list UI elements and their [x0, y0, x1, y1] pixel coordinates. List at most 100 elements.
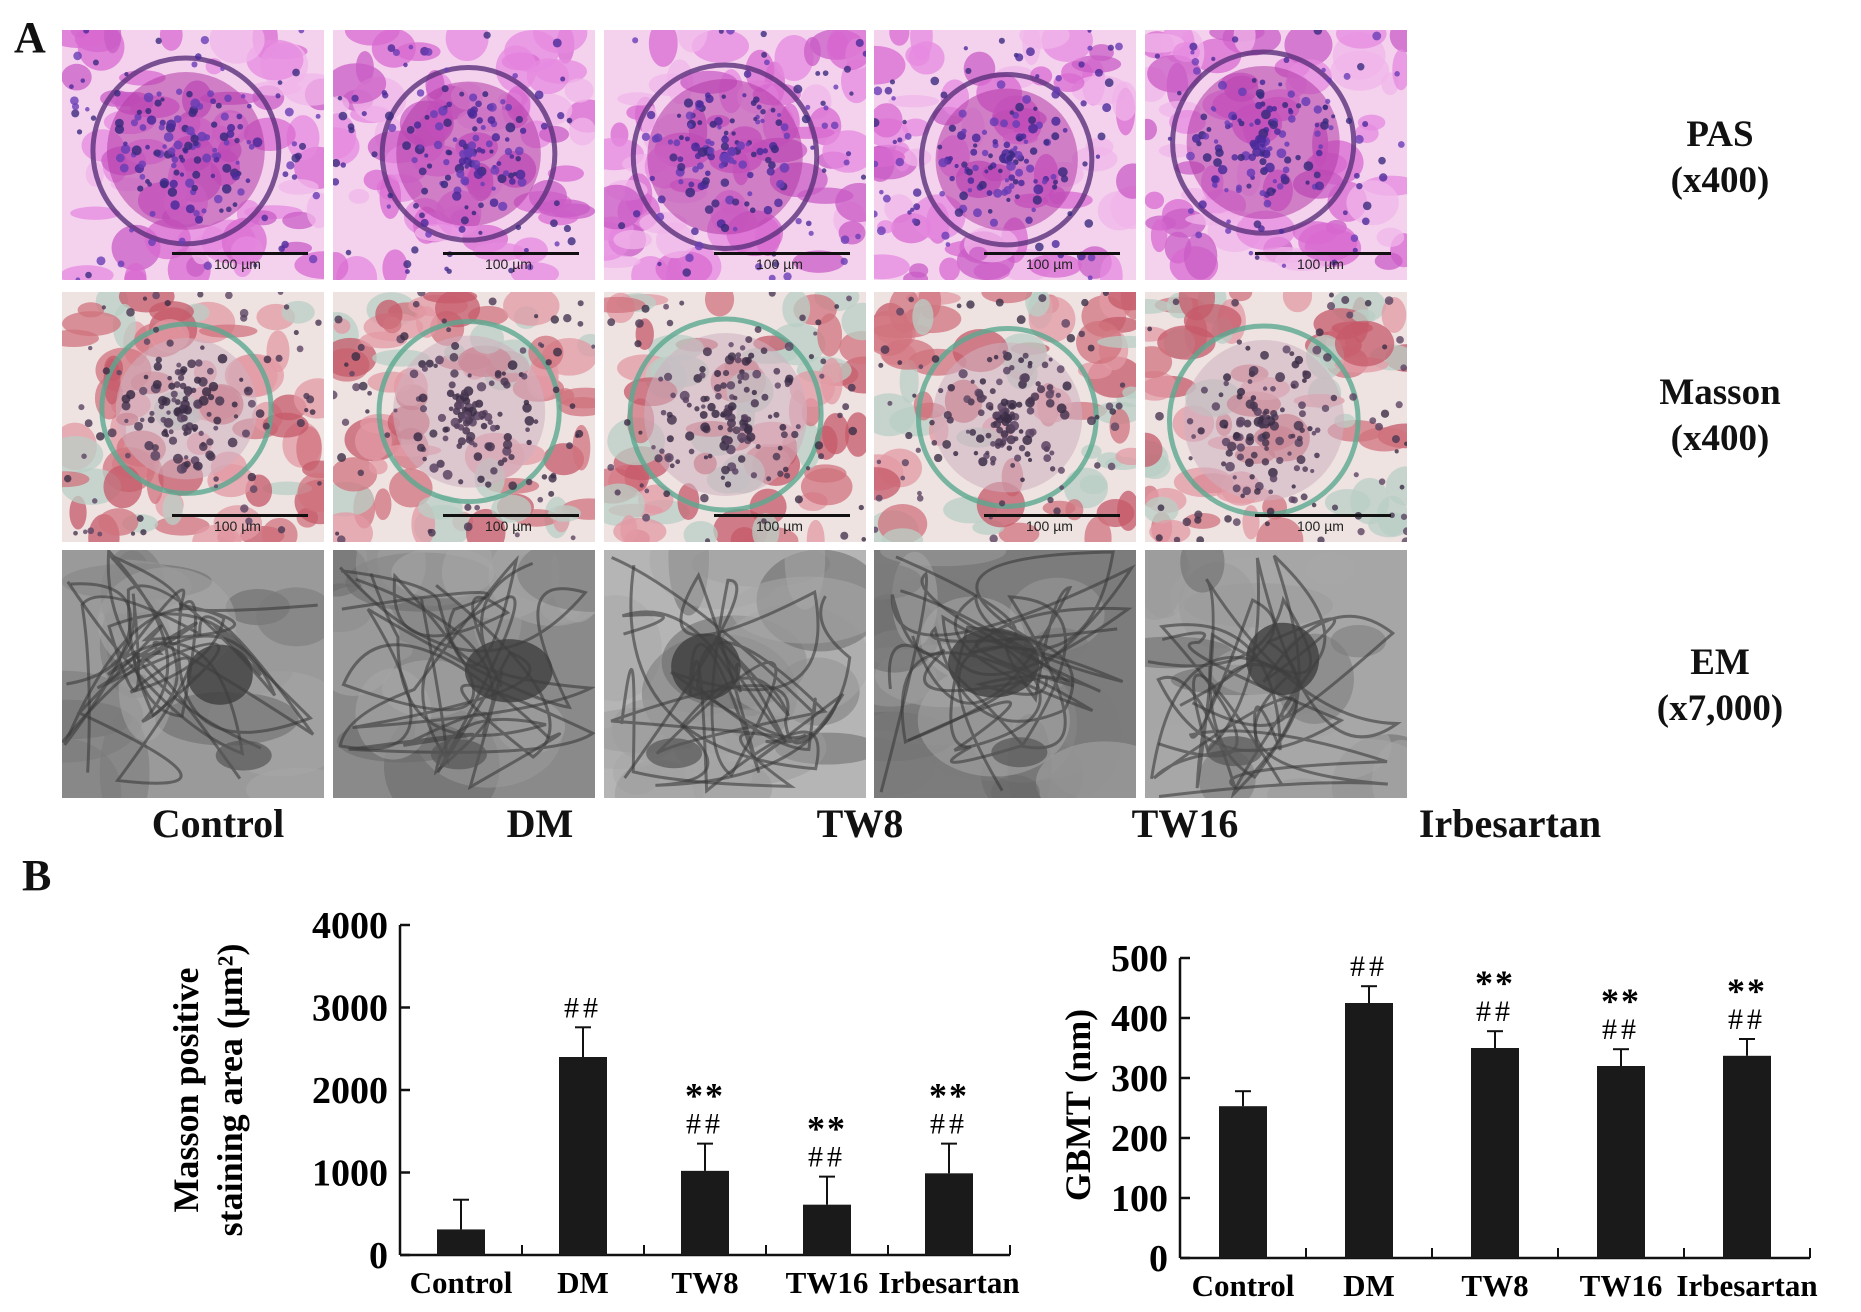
significance-star: **	[929, 1076, 969, 1116]
x-tick-label: TW16	[786, 1265, 869, 1300]
row-label-masson: Masson (x400)	[1620, 370, 1820, 462]
y-tick-label: 3000	[312, 988, 388, 1030]
magnification: (x400)	[1670, 160, 1770, 201]
x-tick-label: TW16	[1580, 1268, 1663, 1300]
micrograph-masson-tw8: 100 µm	[604, 292, 866, 542]
scale-bar-label: 100 µm	[484, 518, 532, 534]
scale-bar-label: 100 µm	[213, 256, 261, 272]
significance-star: **	[1475, 963, 1515, 1003]
micrograph-pas-tw8: 100 µm	[604, 30, 866, 280]
y-tick-label: 2000	[312, 1070, 388, 1112]
bar-control	[1219, 1106, 1267, 1258]
scale-bar	[1255, 252, 1392, 255]
x-tick-label: Irbesartan	[878, 1265, 1019, 1300]
scale-bar	[714, 252, 851, 255]
stain-name: EM	[1690, 642, 1750, 683]
bar-tw16	[803, 1204, 851, 1255]
bar-tw8	[681, 1170, 729, 1255]
micrograph-pas-dm: 100 µm	[333, 30, 595, 280]
micrograph-masson-irbesartan: 100 µm	[1145, 292, 1407, 542]
x-tick-label: Control	[1192, 1268, 1295, 1300]
scale-bar-label: 100 µm	[1025, 256, 1073, 272]
y-tick-label: 4000	[312, 905, 388, 947]
bar-tw8	[1471, 1048, 1519, 1258]
micrograph-em-irbesartan	[1145, 550, 1407, 798]
micrograph-em-dm	[333, 550, 595, 798]
micrograph-pas-tw16: 100 µm	[874, 30, 1136, 280]
micrograph-em-tw8	[604, 550, 866, 798]
bar-tw16	[1597, 1066, 1645, 1258]
scale-bar-label: 100 µm	[755, 256, 803, 272]
micrograph-masson-dm: 100 µm	[333, 292, 595, 542]
x-tick-label: DM	[1343, 1268, 1395, 1300]
scale-bar	[984, 252, 1121, 255]
bar-control	[437, 1229, 485, 1255]
bar-dm	[559, 1057, 607, 1255]
micrograph-masson-tw16: 100 µm	[874, 292, 1136, 542]
significance-hash: ##	[808, 1141, 846, 1174]
scale-bar	[172, 514, 309, 517]
significance-star: **	[1727, 971, 1767, 1011]
y-tick-label: 0	[1149, 1238, 1168, 1280]
y-tick-label: 0	[369, 1235, 388, 1277]
significance-hash: ##	[1476, 995, 1514, 1028]
x-tick-label: Irbesartan	[1676, 1268, 1817, 1300]
panel-b-letter: B	[22, 851, 52, 900]
scale-bar	[1255, 514, 1392, 517]
bar-dm	[1345, 1003, 1393, 1258]
scale-bar-label: 100 µm	[484, 256, 532, 272]
row-label-em: EM (x7,000)	[1620, 640, 1820, 732]
significance-hash: ##	[1602, 1013, 1640, 1046]
scale-bar	[714, 514, 851, 517]
x-tick-label: TW8	[1461, 1268, 1528, 1300]
column-label-tw8: TW8	[816, 801, 904, 846]
scale-bar-label: 100 µm	[1296, 256, 1344, 272]
stain-name: PAS	[1686, 114, 1754, 155]
y-tick-label: 300	[1111, 1058, 1168, 1100]
scale-bar	[443, 514, 580, 517]
scale-bar	[984, 514, 1121, 517]
significance-hash: ##	[930, 1108, 968, 1141]
y-tick-label: 1000	[312, 1153, 388, 1195]
y-tick-label: 400	[1111, 998, 1168, 1040]
y-tick-label: 100	[1111, 1178, 1168, 1220]
column-label-tw16: TW16	[1131, 801, 1239, 846]
bar-irbesartan	[925, 1173, 973, 1255]
magnification: (x400)	[1670, 418, 1770, 459]
significance-hash: ##	[1728, 1003, 1766, 1036]
micrograph-em-control	[62, 550, 324, 798]
micrograph-pas-irbesartan: 100 µm	[1145, 30, 1407, 280]
column-label-irbesartan: Irbesartan	[1418, 801, 1602, 846]
scale-bar-label: 100 µm	[1025, 518, 1073, 534]
x-tick-label: TW8	[671, 1265, 738, 1300]
significance-star: **	[807, 1109, 847, 1149]
magnification: (x7,000)	[1656, 688, 1784, 729]
bar-irbesartan	[1723, 1055, 1771, 1258]
y-tick-label: 200	[1111, 1118, 1168, 1160]
y-tick-label: 500	[1111, 938, 1168, 980]
significance-hash: ##	[1350, 950, 1388, 983]
micrograph-pas-control: 100 µm	[62, 30, 324, 280]
column-label-dm: DM	[506, 801, 574, 846]
y-axis-label: GBMT (nm)	[1058, 1009, 1098, 1201]
panel-a-letter: A	[14, 13, 46, 62]
x-tick-label: DM	[557, 1265, 609, 1300]
significance-hash: ##	[564, 991, 602, 1024]
significance-star: **	[685, 1076, 725, 1116]
scale-bar-label: 100 µm	[755, 518, 803, 534]
significance-star: **	[1601, 981, 1641, 1021]
x-tick-label: Control	[410, 1265, 513, 1300]
scale-bar	[172, 252, 309, 255]
micrograph-masson-control: 100 µm	[62, 292, 324, 542]
scale-bar-label: 100 µm	[213, 518, 261, 534]
y-axis-label-line2: staining area (µm²)	[210, 944, 250, 1237]
y-axis-label-line1: Masson positive	[166, 967, 206, 1212]
stain-name: Masson	[1659, 372, 1781, 413]
scale-bar	[443, 252, 580, 255]
row-label-pas: PAS (x400)	[1620, 112, 1820, 204]
column-label-control: Control	[151, 801, 285, 846]
significance-hash: ##	[686, 1108, 724, 1141]
micrograph-em-tw16	[874, 550, 1136, 798]
